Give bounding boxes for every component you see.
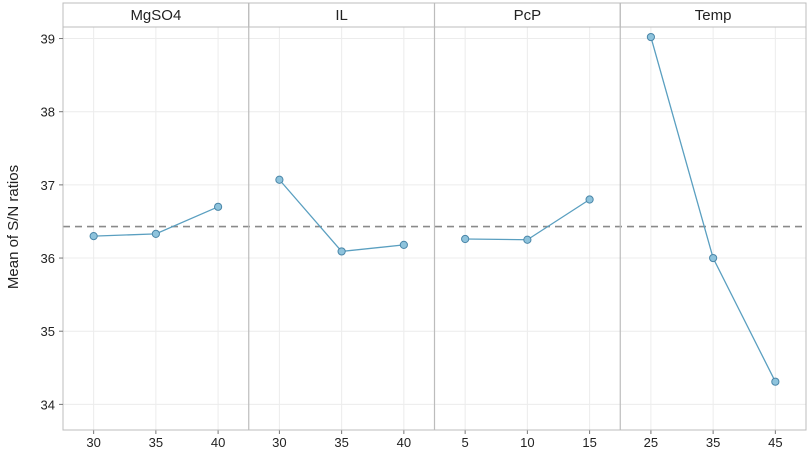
panel-title-mgso4: MgSO4 xyxy=(130,7,181,24)
x-tick-label: 30 xyxy=(272,435,286,449)
data-point xyxy=(399,240,408,249)
data-point xyxy=(523,235,532,244)
x-tick-label: 35 xyxy=(149,435,163,449)
data-point xyxy=(585,195,594,204)
y-tick-label: 36 xyxy=(41,251,55,266)
x-tick-label: 40 xyxy=(211,435,225,449)
panel-title-pcp: PcP xyxy=(514,7,542,24)
data-point xyxy=(646,32,655,42)
x-tick-label: 5 xyxy=(462,435,469,449)
data-point xyxy=(709,253,718,263)
y-tick-label: 39 xyxy=(41,32,55,47)
x-tick-label: 15 xyxy=(582,435,596,449)
x-tick-label: 35 xyxy=(334,435,348,449)
x-tick-label: 30 xyxy=(86,435,100,449)
data-point xyxy=(461,234,470,244)
data-point xyxy=(151,229,160,238)
y-axis-label: Mean of S/N ratios xyxy=(5,165,22,289)
x-tick-label: 45 xyxy=(768,435,782,449)
panel-header-pcp xyxy=(434,2,621,28)
data-point xyxy=(275,175,284,184)
y-tick-label: 38 xyxy=(41,105,55,120)
data-point xyxy=(89,231,98,241)
data-point xyxy=(214,202,223,211)
panel-title-temp: Temp xyxy=(695,7,732,24)
data-point xyxy=(771,377,780,386)
y-tick-label: 35 xyxy=(41,324,55,339)
x-tick-label: 40 xyxy=(397,435,411,449)
x-tick-label: 10 xyxy=(520,435,534,449)
x-tick-label: 35 xyxy=(706,435,720,449)
panel-header-temp xyxy=(619,2,807,28)
x-tick-label: 25 xyxy=(644,435,658,449)
panel-header-il xyxy=(248,2,435,28)
data-point xyxy=(337,247,346,256)
panel-header-mgso4 xyxy=(62,2,250,28)
panel-title-il: IL xyxy=(335,7,348,24)
y-tick-label: 37 xyxy=(41,178,55,193)
y-tick-label: 34 xyxy=(41,397,55,412)
